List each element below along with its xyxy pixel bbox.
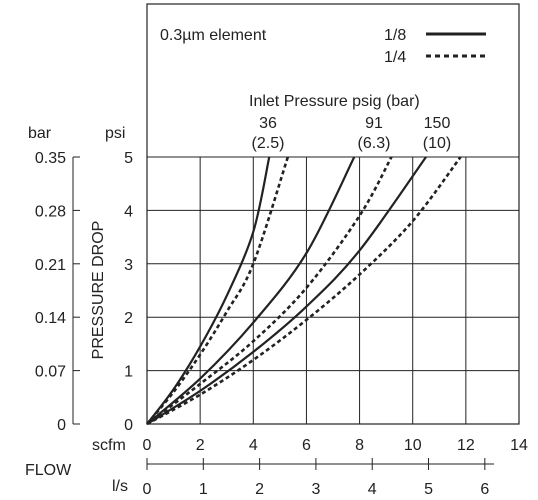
scfm-tick-label: 6: [302, 437, 311, 454]
pressure-label-36: 36: [259, 115, 277, 132]
bar-tick-label: 0.35: [35, 150, 66, 167]
legend: 0.3µm element 1/8 1/4: [160, 27, 486, 66]
curve-dotted-36: [145, 156, 290, 425]
pressure-bar-91: (6.3): [358, 135, 391, 152]
chart-frame: [146, 3, 520, 425]
scfm-tick-label: 4: [249, 437, 258, 454]
inlet-pressure-annotation: Inlet Pressure psig (bar) 36 (2.5) 91 (6…: [249, 93, 451, 152]
bar-tick-label: 0.07: [35, 364, 66, 381]
psi-tick-label: 0: [124, 417, 133, 434]
psi-tick-label: 1: [124, 364, 133, 381]
curve-dotted-91: [146, 156, 393, 426]
psi-tick-label: 4: [124, 203, 133, 220]
ls-tick-label: 2: [255, 481, 264, 498]
annotation-title: Inlet Pressure psig (bar): [249, 93, 420, 110]
y-unit-bar: bar: [28, 125, 52, 142]
curve-dotted-150: [146, 156, 462, 426]
scfm-tick-label: 0: [143, 437, 152, 454]
bar-tick-label: 0.28: [35, 203, 66, 220]
scfm-tick-label: 12: [457, 437, 475, 454]
ls-tick-label: 6: [480, 481, 489, 498]
scfm-tick-label: 14: [510, 437, 528, 454]
bar-tick-label: 0.21: [35, 257, 66, 274]
scfm-tick-label: 10: [404, 437, 422, 454]
bar-tick-label: 0.14: [35, 310, 66, 327]
y-unit-psi: psi: [105, 125, 125, 142]
pressure-label-150: 150: [424, 115, 451, 132]
grid: [146, 156, 520, 425]
curve-solid-91: [146, 156, 356, 425]
psi-tick-label: 3: [124, 257, 133, 274]
curve-solid-150: [146, 156, 427, 425]
ls-tick-label: 1: [199, 481, 208, 498]
curve-solid-36: [146, 156, 271, 425]
ls-tick-label: 3: [311, 481, 320, 498]
scfm-tick-label: 2: [196, 437, 205, 454]
legend-label-1-4: 1/4: [384, 49, 406, 66]
x-unit-ls: l/s: [112, 478, 128, 495]
scfm-tick-label: 8: [355, 437, 364, 454]
curves: [145, 156, 462, 426]
pressure-bar-150: (10): [423, 135, 451, 152]
pressure-bar-36: (2.5): [252, 135, 285, 152]
y-axis-title: PRESSURE DROP: [90, 221, 107, 360]
x-axis-title: FLOW: [25, 462, 72, 479]
x-unit-scfm: scfm: [92, 437, 126, 454]
ls-tick-label: 4: [368, 481, 377, 498]
legend-label-1-8: 1/8: [384, 27, 406, 44]
psi-tick-label: 5: [124, 150, 133, 167]
legend-title: 0.3µm element: [160, 27, 267, 44]
ls-tick-label: 5: [424, 481, 433, 498]
bar-tick-label: 0: [57, 417, 66, 434]
pressure-label-91: 91: [365, 115, 383, 132]
psi-tick-label: 2: [124, 310, 133, 327]
ls-tick-label: 0: [143, 481, 152, 498]
